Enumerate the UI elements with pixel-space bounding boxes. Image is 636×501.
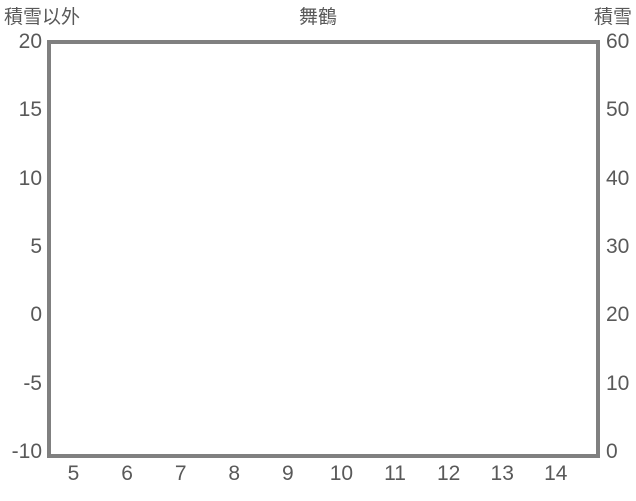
right-tick-30: 30 bbox=[606, 235, 630, 258]
right-tick-10: 10 bbox=[606, 371, 630, 395]
left-tick-15: 15 bbox=[18, 98, 42, 122]
x-tick-6: 6 bbox=[121, 462, 133, 485]
right-tick-40: 40 bbox=[606, 166, 630, 190]
chart-title: 舞鶴 bbox=[298, 7, 337, 28]
plot-area bbox=[47, 40, 600, 458]
right-axis-title: 積雪 bbox=[593, 7, 632, 28]
x-tick-7: 7 bbox=[174, 462, 187, 485]
x-tick-11: 11 bbox=[384, 462, 406, 485]
right-tick-60: 60 bbox=[606, 30, 630, 53]
left-axis-title: 積雪以外 bbox=[4, 7, 81, 28]
left-tick--10: -10 bbox=[11, 440, 42, 463]
x-tick-10: 10 bbox=[329, 462, 354, 485]
x-tick-5: 5 bbox=[67, 462, 80, 485]
x-tick-8: 8 bbox=[228, 462, 241, 485]
right-tick-20: 20 bbox=[606, 303, 630, 327]
right-tick-50: 50 bbox=[606, 98, 630, 122]
plot-frame bbox=[47, 40, 600, 458]
x-tick-9: 9 bbox=[282, 462, 294, 485]
left-tick-5: 5 bbox=[30, 235, 42, 258]
left-tick--5: -5 bbox=[23, 371, 42, 395]
left-tick-20: 20 bbox=[18, 30, 42, 53]
x-tick-12: 12 bbox=[436, 462, 461, 485]
right-tick-0: 0 bbox=[606, 440, 618, 463]
x-tick-14: 14 bbox=[544, 462, 568, 485]
left-tick-10: 10 bbox=[18, 166, 42, 190]
x-tick-13: 13 bbox=[490, 462, 514, 485]
left-tick-0: 0 bbox=[30, 303, 42, 327]
